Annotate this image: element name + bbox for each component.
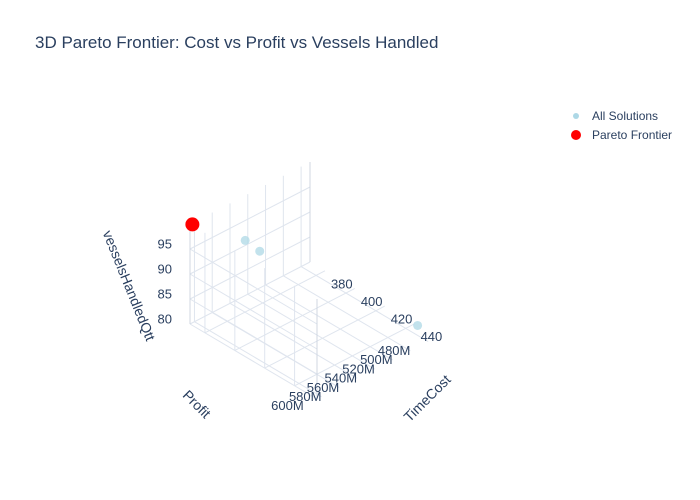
data-points	[185, 217, 423, 330]
wall-y-gridline-z	[189, 273, 318, 350]
solution-point[interactable]	[413, 320, 423, 330]
solution-point[interactable]	[240, 235, 250, 245]
legend-item-all-solutions[interactable]: All Solutions	[560, 106, 672, 125]
z-axis-title: vesselsHandledQtt	[100, 228, 159, 343]
tick-labels: 380 400 420 440 480M500M520M540M560M580M600M…	[158, 236, 443, 413]
z-tick-label: 95	[158, 236, 172, 251]
legend-swatch-pareto-frontier	[560, 129, 592, 141]
floor-gridline-y	[283, 275, 411, 352]
x-tick-label: 440	[421, 329, 443, 344]
wall-x-gridline-z	[189, 186, 311, 250]
x-tick-label: 420	[391, 312, 413, 327]
legend: All Solutions Pareto Frontier	[560, 106, 672, 144]
wall-y-gridline-z	[189, 323, 318, 400]
chart-title: 3D Pareto Frontier: Cost vs Profit vs Ve…	[35, 33, 439, 52]
z-tick-label: 85	[158, 286, 172, 301]
x-tick-label: 400	[361, 294, 383, 309]
y-tick-label: 540M	[325, 371, 358, 386]
legend-swatch-all-solutions	[560, 111, 592, 121]
floor-gridline-x	[264, 305, 385, 369]
y-tick-label: 580M	[289, 389, 322, 404]
floor-gridline-y	[300, 266, 429, 343]
wall-x-gridline-z	[189, 236, 311, 300]
wall-x-gridline-z	[189, 261, 311, 325]
y-tick-label: 480M	[378, 343, 411, 358]
legend-item-pareto-frontier[interactable]: Pareto Frontier	[560, 125, 672, 144]
y-tick-label: 520M	[342, 361, 375, 376]
y-tick-label: 600M	[271, 398, 304, 413]
grid-layer	[189, 162, 429, 400]
y-axis-title: Profit	[180, 387, 214, 421]
floor-gridline-x	[294, 323, 415, 387]
solution-point[interactable]	[255, 246, 265, 256]
y-tick-label: 560M	[307, 380, 340, 395]
wall-y-gridline-z	[189, 248, 318, 325]
legend-label-pareto-frontier: Pareto Frontier	[592, 127, 673, 142]
y-tick-label: 500M	[360, 352, 393, 367]
x-axis-title: TimeCost	[400, 371, 453, 424]
z-tick-label: 90	[158, 261, 172, 276]
x-tick-label: 380	[331, 276, 353, 291]
wall-y-gridline-z	[189, 298, 318, 375]
wall-x-gridline-z	[189, 211, 311, 275]
floor-gridline-y	[229, 302, 358, 379]
floor-gridline-y	[265, 284, 393, 361]
z-tick-label: 80	[158, 311, 172, 326]
floor-gridline-y	[247, 293, 376, 370]
legend-label-all-solutions: All Solutions	[592, 108, 659, 123]
pareto-point[interactable]	[185, 217, 200, 232]
floor-gridline-y	[194, 321, 322, 398]
